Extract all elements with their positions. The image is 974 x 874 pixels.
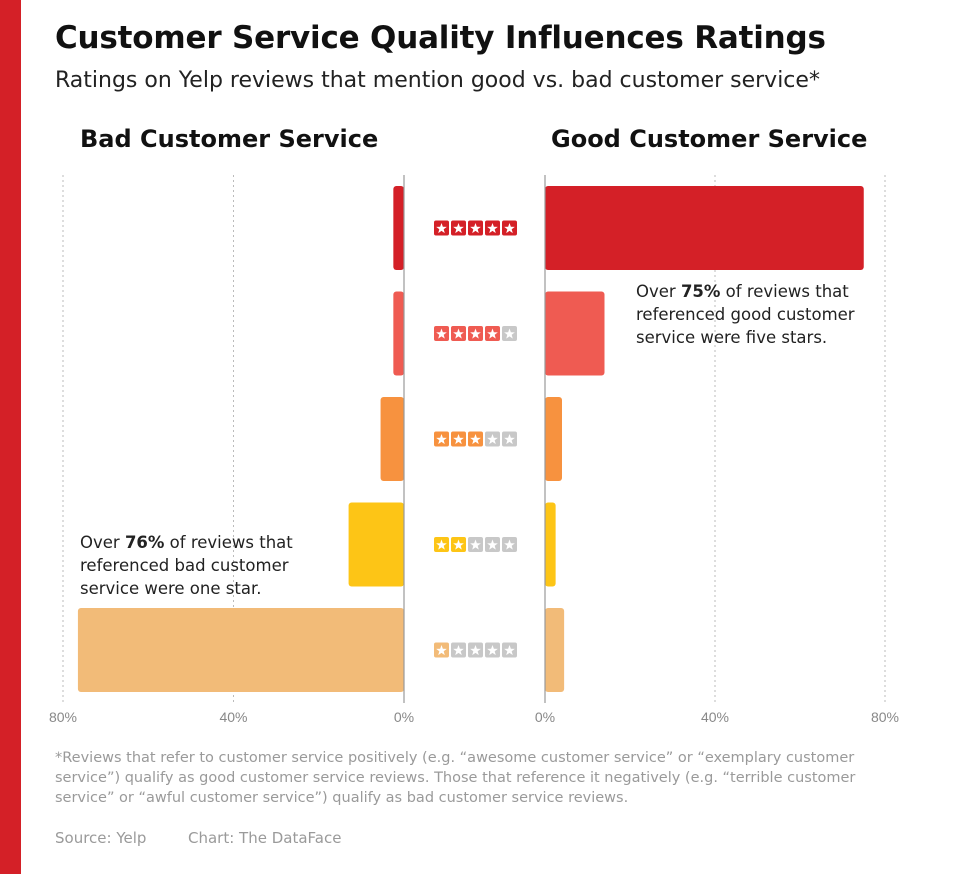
star-filled-icon (451, 326, 466, 341)
source-credit: Source: Yelp (55, 829, 147, 847)
star-filled-icon (451, 537, 466, 552)
annotation-value: 76% (124, 533, 165, 552)
star-filled-icon (434, 642, 449, 658)
star-filled-icon (451, 431, 466, 447)
bad-service-annotation: Over 76% of reviews that referenced bad … (80, 531, 340, 600)
star-filled-icon (468, 431, 483, 447)
brand-accent-bar (0, 0, 21, 874)
bar-bad-4-star (393, 291, 404, 376)
bar-good-2-star (545, 502, 556, 587)
bar-bad-2-star (348, 502, 404, 587)
star-empty-icon (502, 431, 517, 447)
star-filled-icon (434, 220, 449, 236)
annotation-text: of reviews that referenced bad customer … (80, 533, 293, 598)
star-filled-icon (468, 220, 483, 236)
bar-good-1-star (545, 608, 565, 692)
x-tick-label: 0% (535, 709, 555, 725)
bar-bad-5-star (393, 186, 404, 270)
star-filled-icon (485, 220, 500, 236)
star-filled-icon (434, 326, 449, 341)
annotation-value: 75% (680, 282, 721, 301)
bar-good-5-star (545, 186, 864, 270)
star-empty-icon (485, 537, 500, 552)
x-tick-label: 0% (394, 709, 414, 725)
bar-good-3-star (545, 397, 562, 481)
star-filled-icon (502, 220, 517, 236)
chart-credit: Chart: The DataFace (188, 829, 342, 847)
footnote: *Reviews that refer to customer service … (55, 750, 856, 806)
star-empty-icon (502, 642, 517, 658)
star-empty-icon (485, 642, 500, 658)
good-service-panel-title: Good Customer Service (551, 125, 868, 153)
bar-bad-3-star (380, 397, 404, 481)
star-filled-icon (434, 431, 449, 447)
x-tick-label: 80% (49, 709, 77, 725)
annotation-text: of reviews that referenced good customer… (636, 282, 855, 347)
chart-subtitle: Ratings on Yelp reviews that mention goo… (55, 68, 820, 93)
chart-title: Customer Service Quality Influences Rati… (55, 20, 826, 56)
x-tick-label: 80% (871, 709, 899, 725)
star-empty-icon (485, 431, 500, 447)
star-filled-icon (485, 326, 500, 341)
good-service-annotation: Over 75% of reviews that referenced good… (636, 280, 886, 349)
bad-service-panel-title: Bad Customer Service (80, 125, 379, 153)
x-tick-label: 40% (219, 709, 247, 725)
annotation-text: Over (80, 533, 125, 552)
star-empty-icon (468, 537, 483, 552)
star-empty-icon (468, 642, 483, 658)
bar-good-4-star (545, 291, 605, 376)
star-filled-icon (468, 326, 483, 341)
star-empty-icon (451, 642, 466, 658)
star-filled-icon (434, 537, 449, 552)
annotation-text: Over (636, 282, 681, 301)
x-tick-label: 40% (701, 709, 729, 725)
bar-bad-1-star (77, 608, 404, 692)
star-filled-icon (451, 220, 466, 236)
star-empty-icon (502, 537, 517, 552)
star-empty-icon (502, 326, 517, 341)
